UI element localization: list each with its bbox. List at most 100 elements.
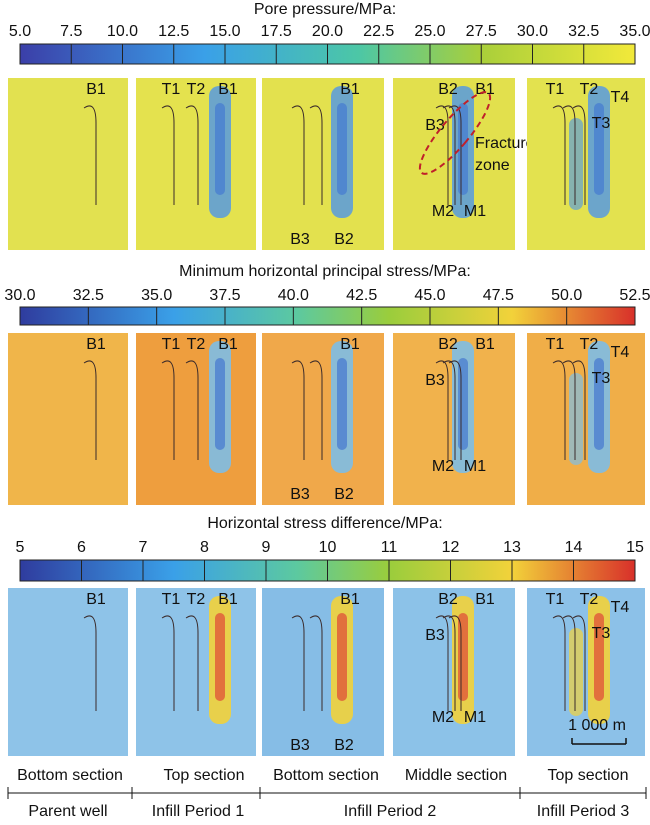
well-trace [435,105,449,205]
colorbar-title: Pore pressure/MPa: [254,1,396,18]
colorbar-tick-label: 50.0 [551,287,582,304]
well-label: T4 [611,344,630,361]
well-trace [161,615,175,711]
well-trace [442,615,456,711]
annotation: Fracture [475,135,535,152]
well-trace [185,615,199,711]
well-trace [448,615,462,711]
colorbar-tick-label: 6 [77,539,86,556]
colorbar-tick-label: 47.5 [483,287,514,304]
well-label: B1 [218,81,238,98]
well-trace [448,360,462,460]
colorbar-tick-label: 35.0 [141,287,172,304]
well-label: T1 [162,81,181,98]
well-trace [552,615,566,711]
colorbar-tick-label: 37.5 [209,287,240,304]
well-label: B2 [438,591,458,608]
well-label: T2 [580,81,599,98]
well-trace [309,615,323,711]
colorbar-tick-label: 7 [139,539,148,556]
colorbar-tick-label: 20.0 [312,23,343,40]
well-label: B2 [334,486,354,503]
colorbar-tick-label: 30.0 [4,287,35,304]
well-label: T2 [580,591,599,608]
well-label: T1 [546,336,565,353]
period-label: Infill Period 3 [537,803,630,820]
well-label: B2 [334,231,354,248]
simulation-panel [136,78,256,250]
colorbar-tick-label: 42.5 [346,287,377,304]
well-label: M2 [432,709,454,726]
period-label: Infill Period 2 [344,803,437,820]
well-trace [562,615,576,711]
well-trace [442,360,456,460]
colorbar-tick-label: 10.0 [107,23,138,40]
stimulated-core [337,613,347,701]
stimulated-core [594,103,604,195]
colorbar-tick-label: 14 [565,539,583,556]
section-label: Middle section [405,767,507,784]
section-label: Top section [164,767,245,784]
well-label: T2 [187,336,206,353]
annotation: zone [475,157,510,174]
well-trace [572,105,586,205]
well-label: B1 [475,591,495,608]
well-label: M1 [464,458,486,475]
well-trace [435,615,449,711]
stimulated-core [215,613,225,701]
well-label: T2 [187,591,206,608]
well-label: B1 [86,336,106,353]
colorbar-tick-label: 13 [503,539,521,556]
well-label: T4 [611,89,630,106]
colorbar [19,306,636,326]
well-label: B2 [438,81,458,98]
well-trace [572,615,586,711]
colorbar-tick-label: 35.0 [619,23,650,40]
colorbar-tick-label: 17.5 [261,23,292,40]
well-trace [309,105,323,205]
well-label: T3 [592,115,611,132]
colorbar-tick-label: 32.5 [73,287,104,304]
stimulated-core [337,358,347,450]
colorbar-tick-label: 27.5 [466,23,497,40]
colorbar-tick-label: 22.5 [363,23,394,40]
well-label: B2 [438,336,458,353]
well-label: B3 [425,117,445,134]
stimulated-core [458,103,468,195]
colorbar-tick-label: 12.5 [158,23,189,40]
well-trace [291,360,305,460]
stimulated-core [215,103,225,195]
simulation-panel [262,333,384,505]
well-label: B1 [86,81,106,98]
well-trace [83,615,97,711]
stimulated-zone [569,118,583,210]
fracture-zone-outline [418,91,492,175]
colorbar-title: Horizontal stress difference/MPa: [207,515,442,532]
colorbar-tick-label: 11 [381,539,398,556]
scale-bar-label: 1 000 m [568,717,626,734]
colorbar-tick-label: 45.0 [414,287,445,304]
section-label: Bottom section [17,767,123,784]
stimulated-core [458,358,468,450]
colorbar-tick-label: 5 [16,539,25,556]
well-trace [552,105,566,205]
simulation-panel [527,333,645,505]
colorbar-tick-label: 15.0 [209,23,240,40]
well-trace [83,105,97,205]
colorbar-title: Minimum horizontal principal stress/MPa: [179,263,471,280]
colorbar-tick-label: 32.5 [568,23,599,40]
well-label: T1 [162,336,181,353]
well-trace [83,360,97,460]
well-label: B3 [290,231,310,248]
well-label: B1 [218,591,238,608]
well-label: B1 [340,336,360,353]
well-trace [291,105,305,205]
well-label: B1 [86,591,106,608]
well-label: B2 [334,737,354,754]
well-trace [562,360,576,460]
well-label: M2 [432,458,454,475]
stimulated-core [594,358,604,450]
simulation-panel [527,588,645,756]
period-label: Infill Period 1 [152,803,245,820]
